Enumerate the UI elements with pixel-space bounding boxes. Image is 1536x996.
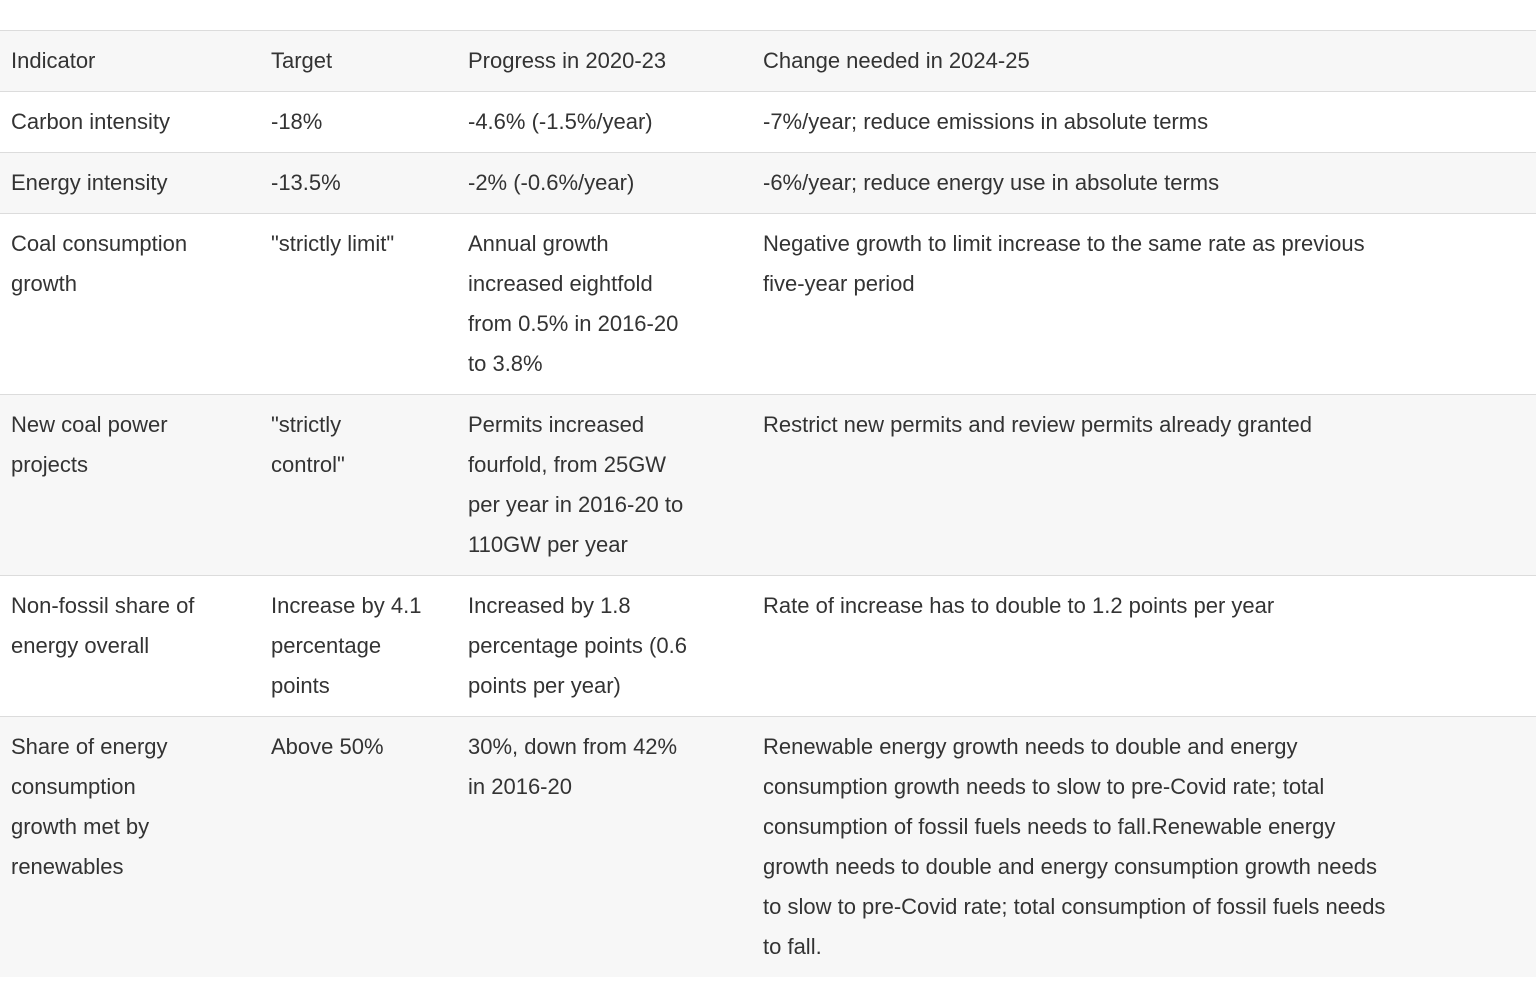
climate-targets-progress-table: Indicator Target Progress in 2020-23 Cha… (0, 30, 1536, 977)
cell-target: -13.5% (271, 170, 341, 195)
cell-indicator: Carbon intensity (11, 109, 170, 134)
cell-change-needed: Rate of increase has to double to 1.2 po… (763, 593, 1275, 618)
cell-indicator: New coal power projects (11, 412, 168, 477)
cell-progress: Increased by 1.8 percentage points (0.6 … (468, 593, 687, 698)
cell-change-needed: -7%/year; reduce emissions in absolute t… (763, 109, 1209, 134)
cell-indicator: Energy intensity (11, 170, 168, 195)
column-header-progress: Progress in 2020-23 (468, 48, 667, 73)
cell-change-needed: Negative growth to limit increase to the… (763, 231, 1365, 296)
table-row-non-fossil-share: Non-fossil share of energy overall Incre… (0, 575, 1536, 717)
cell-indicator: Non-fossil share of energy overall (11, 593, 195, 658)
table-row-carbon-intensity: Carbon intensity -18% -4.6% (-1.5%/year)… (0, 91, 1536, 153)
table-row-new-coal-power-projects: New coal power projects "strictly contro… (0, 394, 1536, 576)
cell-change-needed: Restrict new permits and review permits … (763, 412, 1313, 437)
column-header-indicator: Indicator (11, 48, 96, 73)
cell-indicator: Coal consumption growth (11, 231, 188, 296)
cell-change-needed: Renewable energy growth needs to double … (763, 734, 1386, 959)
cell-progress: 30%, down from 42% in 2016-20 (468, 734, 678, 799)
cell-target: -18% (271, 109, 323, 134)
table-row-energy-intensity: Energy intensity -13.5% -2% (-0.6%/year)… (0, 152, 1536, 214)
cell-progress: -4.6% (-1.5%/year) (468, 109, 653, 134)
cell-target: "strictly control" (271, 412, 345, 477)
column-header-change-needed: Change needed in 2024-25 (763, 48, 1030, 73)
cell-indicator: Share of energy consumption growth met b… (11, 734, 168, 879)
cell-progress: -2% (-0.6%/year) (468, 170, 635, 195)
table-header-row: Indicator Target Progress in 2020-23 Cha… (0, 30, 1536, 92)
cell-progress: Permits increased fourfold, from 25GW pe… (468, 412, 684, 557)
cell-target: Increase by 4.1 percentage points (271, 593, 422, 698)
cell-target: Above 50% (271, 734, 384, 759)
table-row-renewables-share-of-growth: Share of energy consumption growth met b… (0, 716, 1536, 977)
cell-change-needed: -6%/year; reduce energy use in absolute … (763, 170, 1220, 195)
cell-progress: Annual growth increased eightfold from 0… (468, 231, 679, 376)
cell-target: "strictly limit" (271, 231, 395, 256)
column-header-target: Target (271, 48, 333, 73)
table-row-coal-consumption-growth: Coal consumption growth "strictly limit"… (0, 213, 1536, 395)
